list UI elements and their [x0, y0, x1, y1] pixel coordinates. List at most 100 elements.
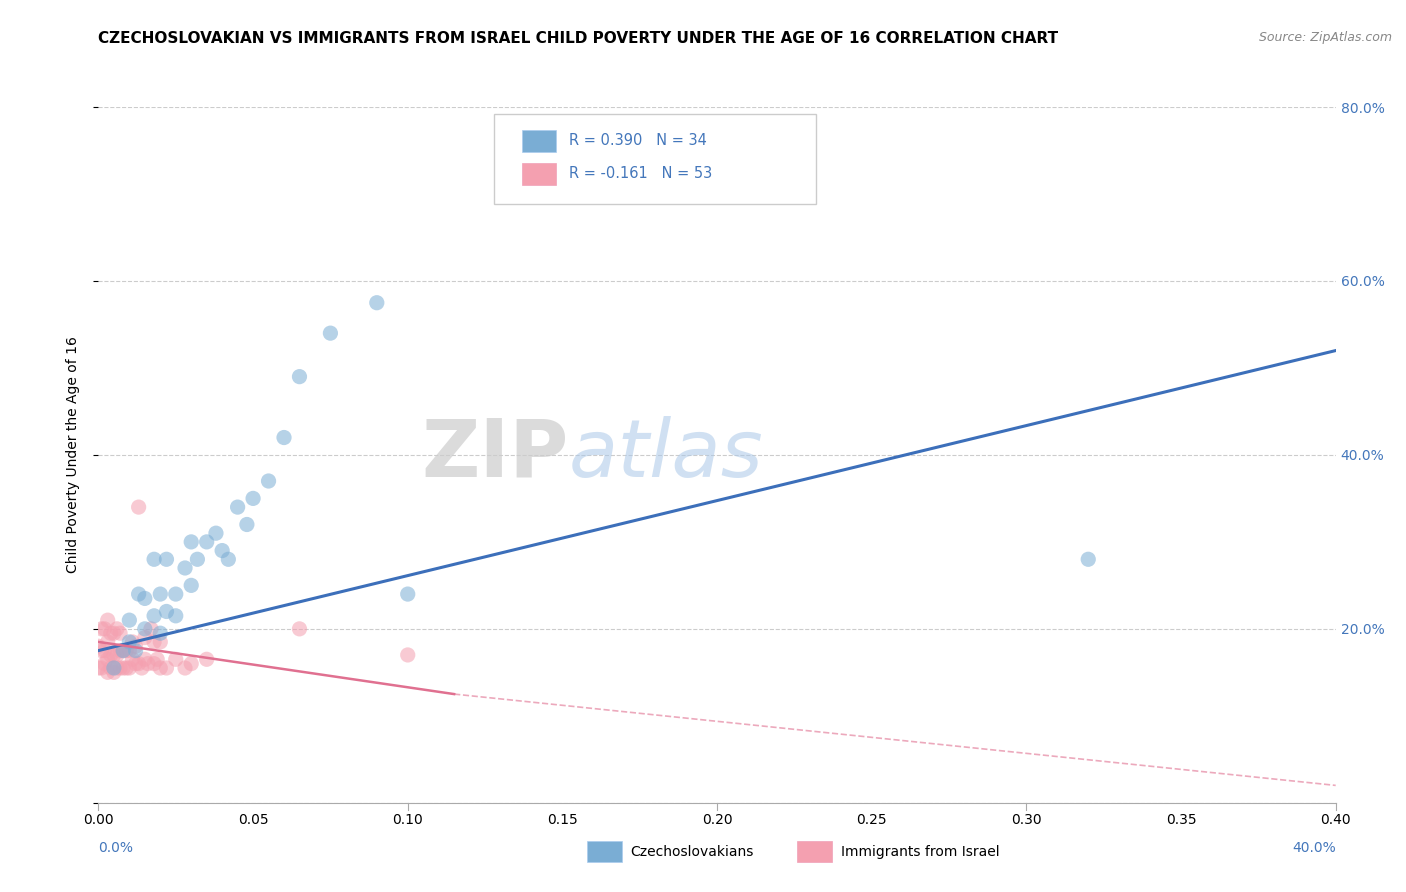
Text: ZIP: ZIP — [422, 416, 568, 494]
Point — [288, 369, 311, 384]
Text: Czechoslovakians: Czechoslovakians — [630, 845, 754, 858]
Point — [236, 517, 259, 532]
Point — [108, 643, 131, 657]
Point — [100, 626, 122, 640]
Point — [226, 500, 249, 514]
Point — [118, 613, 141, 627]
Point — [131, 661, 153, 675]
Point — [143, 635, 166, 649]
Point — [134, 591, 156, 606]
Point — [103, 626, 125, 640]
Point — [100, 648, 122, 662]
Point — [90, 643, 112, 657]
Point — [396, 648, 419, 662]
Point — [121, 635, 143, 649]
Point — [149, 661, 172, 675]
Point — [149, 626, 172, 640]
Point — [273, 431, 295, 445]
Point — [195, 534, 218, 549]
Point — [124, 657, 146, 671]
Point — [143, 657, 166, 671]
Point — [134, 652, 156, 666]
Point — [87, 661, 110, 675]
Point — [108, 661, 131, 675]
Bar — [522, 162, 557, 185]
Point — [105, 622, 128, 636]
Point — [105, 648, 128, 662]
Point — [112, 643, 135, 657]
Point — [105, 661, 128, 675]
Point — [124, 643, 146, 657]
Point — [180, 657, 202, 671]
Point — [217, 552, 239, 566]
Point — [143, 608, 166, 623]
Point — [134, 631, 156, 645]
Point — [174, 561, 197, 575]
Text: R = -0.161   N = 53: R = -0.161 N = 53 — [568, 166, 711, 181]
Point — [149, 587, 172, 601]
Point — [366, 295, 388, 310]
Point — [134, 622, 156, 636]
Point — [90, 622, 112, 636]
Text: atlas: atlas — [568, 416, 763, 494]
Point — [396, 587, 419, 601]
Point — [155, 552, 177, 566]
Point — [103, 648, 125, 662]
Point — [143, 552, 166, 566]
Text: R = 0.390   N = 34: R = 0.390 N = 34 — [568, 133, 706, 148]
Point — [87, 639, 110, 653]
Point — [90, 661, 112, 675]
Point — [103, 661, 125, 675]
Point — [108, 626, 131, 640]
Point — [205, 526, 228, 541]
Point — [93, 643, 115, 657]
Point — [155, 605, 177, 619]
Point — [93, 657, 115, 671]
Point — [112, 661, 135, 675]
Point — [121, 652, 143, 666]
Text: Immigrants from Israel: Immigrants from Israel — [841, 845, 1000, 858]
Point — [155, 661, 177, 675]
Bar — [588, 841, 621, 862]
Point — [112, 643, 135, 657]
FancyBboxPatch shape — [495, 114, 815, 204]
Point — [128, 587, 150, 601]
Point — [149, 635, 172, 649]
Point — [100, 661, 122, 675]
Point — [165, 608, 187, 623]
Point — [128, 657, 150, 671]
Point — [242, 491, 264, 506]
Point — [118, 643, 141, 657]
Point — [97, 635, 120, 649]
Point — [186, 552, 208, 566]
Point — [180, 534, 202, 549]
Point — [1077, 552, 1099, 566]
Point — [165, 652, 187, 666]
Text: CZECHOSLOVAKIAN VS IMMIGRANTS FROM ISRAEL CHILD POVERTY UNDER THE AGE OF 16 CORR: CZECHOSLOVAKIAN VS IMMIGRANTS FROM ISRAE… — [98, 31, 1059, 46]
Bar — [522, 130, 557, 153]
Point — [115, 643, 138, 657]
Point — [174, 661, 197, 675]
Point — [136, 657, 159, 671]
Point — [146, 652, 169, 666]
Point — [195, 652, 218, 666]
Point — [97, 652, 120, 666]
Point — [319, 326, 342, 340]
Y-axis label: Child Poverty Under the Age of 16: Child Poverty Under the Age of 16 — [66, 336, 80, 574]
Point — [118, 661, 141, 675]
Text: Source: ZipAtlas.com: Source: ZipAtlas.com — [1258, 31, 1392, 45]
Point — [288, 622, 311, 636]
Point — [97, 665, 120, 680]
Point — [93, 622, 115, 636]
Point — [128, 500, 150, 514]
Point — [103, 665, 125, 680]
Point — [124, 639, 146, 653]
Point — [211, 543, 233, 558]
Point — [97, 613, 120, 627]
Point — [257, 474, 280, 488]
Point — [139, 622, 162, 636]
Point — [180, 578, 202, 592]
Point — [165, 587, 187, 601]
Point — [115, 661, 138, 675]
Point — [118, 635, 141, 649]
